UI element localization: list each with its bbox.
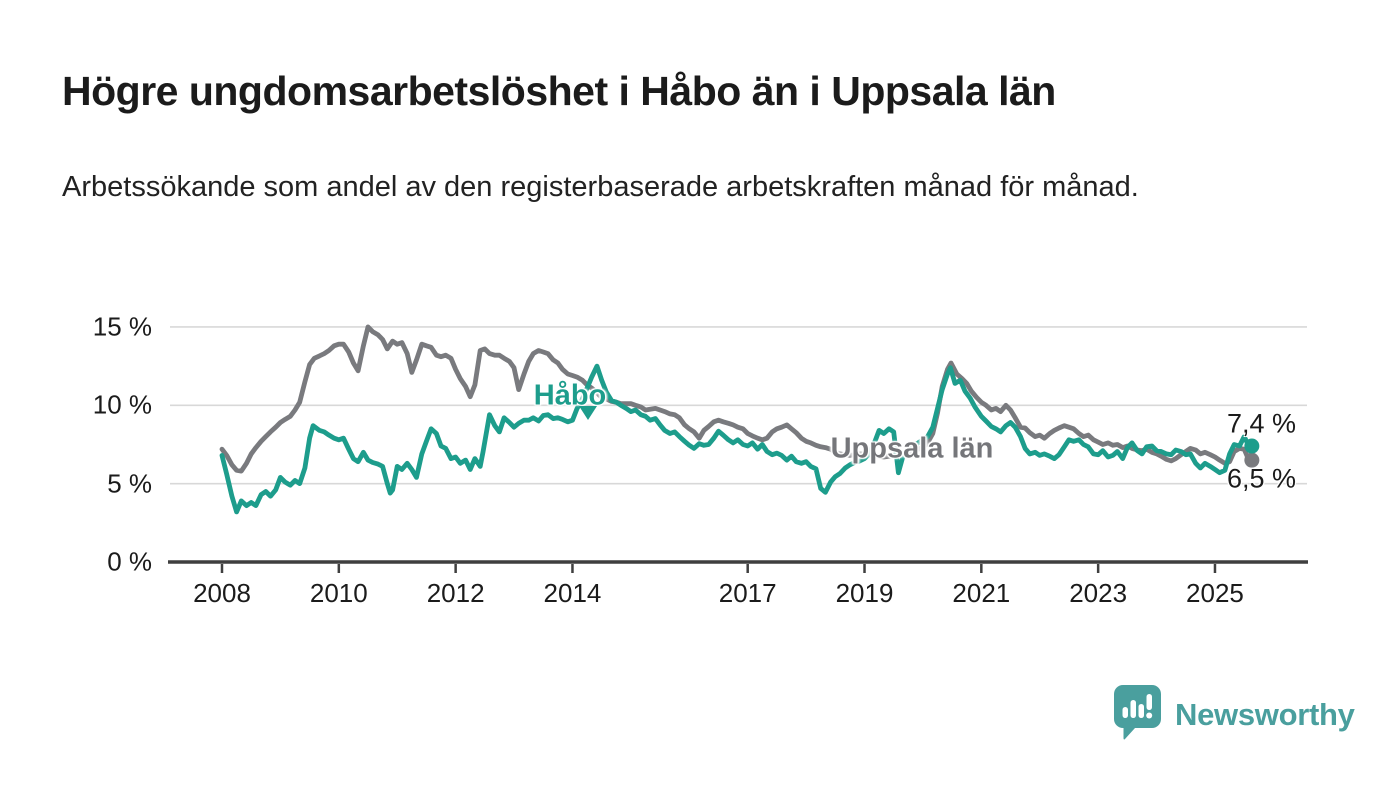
- page-subtitle: Arbetssökande som andel av den registerb…: [62, 171, 1139, 203]
- x-axis-label: 2014: [543, 578, 602, 608]
- y-axis-label: 10 %: [92, 389, 152, 420]
- x-axis-label: 2017: [718, 578, 777, 608]
- series-end-dot-uppsala: [1244, 452, 1260, 468]
- series-end-dot-habo: [1244, 438, 1260, 454]
- end-value-habo: 7,4 %: [1227, 408, 1297, 439]
- y-axis-label: 15 %: [92, 311, 152, 342]
- y-axis-label: 5 %: [107, 468, 152, 499]
- series-line-uppsala: [219, 324, 1252, 474]
- x-axis-label: 2008: [193, 578, 251, 608]
- newsworthy-logo-icon: [1113, 684, 1162, 745]
- page-title: Högre ungdomsarbetslöshet i Håbo än i Up…: [62, 68, 1056, 114]
- arrow-down-icon: [579, 406, 597, 420]
- x-axis-label: 2023: [1069, 578, 1128, 608]
- series-label-uppsala: Uppsala län: [830, 432, 994, 465]
- series-line-habo: [219, 363, 1252, 515]
- end-value-uppsala: 6,5 %: [1227, 463, 1297, 494]
- y-axis-label: 0 %: [107, 546, 152, 577]
- x-axis-label: 2019: [835, 578, 894, 608]
- x-axis-label: 2025: [1186, 578, 1244, 608]
- x-axis-label: 2021: [952, 578, 1011, 608]
- x-axis-label: 2012: [426, 578, 485, 608]
- newsworthy-wordmark: Newsworthy: [1175, 696, 1355, 732]
- newsworthy-brand[interactable]: Newsworthy: [1113, 684, 1355, 745]
- x-axis-label: 2010: [309, 578, 368, 608]
